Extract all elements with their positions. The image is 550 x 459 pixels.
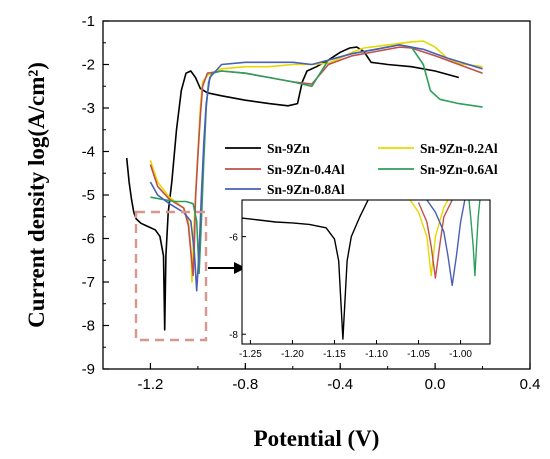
main-series-group — [125, 40, 483, 331]
y-axis-title: Current density log(A/cm²) — [24, 62, 49, 328]
x-tick-label: 0.0 — [425, 376, 446, 393]
inset-y-tick-label: -6 — [229, 233, 238, 244]
zoom-arrow-head — [234, 262, 246, 274]
inset-series-line-sn-9zn — [242, 200, 369, 340]
inset-x-tick-label: -1.15 — [323, 349, 346, 360]
series-line-sn-9zn — [125, 46, 460, 331]
y-tick-label: -6 — [82, 231, 95, 248]
inset-x-tick-label: -1.05 — [407, 349, 430, 360]
y-tick-label: -7 — [82, 274, 95, 291]
y-tick-label: -1 — [82, 13, 95, 30]
series-line-sn-9zn-0-8al — [149, 44, 483, 292]
zoom-highlight-box — [134, 210, 208, 342]
inset-x-tick-label: -1.25 — [239, 349, 262, 360]
inset-x-tick-label: -1.00 — [449, 349, 472, 360]
x-axis-title: Potential (V) — [254, 426, 380, 451]
y-tick-label: -9 — [82, 361, 95, 378]
legend-label-sn-9zn-0-4al: Sn-9Zn-0.4Al — [267, 162, 345, 177]
x-tick-label: -0.8 — [232, 376, 258, 393]
inset-series-line-sn-9zn-0-4al — [417, 200, 453, 279]
y-tick-label: -5 — [82, 187, 95, 204]
x-tick-label: -0.4 — [327, 376, 353, 393]
y-tick-label: -8 — [82, 318, 95, 335]
inset-series-group — [242, 200, 481, 340]
x-tick-label: -1.2 — [138, 376, 164, 393]
inset-series-line-sn-9zn-0-6al — [468, 200, 481, 277]
legend-label-sn-9zn: Sn-9Zn — [267, 141, 310, 156]
inset-y-tick-label: -8 — [229, 330, 238, 341]
inset-x-tick-label: -1.20 — [281, 349, 304, 360]
inset-x-tick-label: -1.10 — [365, 349, 388, 360]
legend-label-sn-9zn-0-2al: Sn-9Zn-0.2Al — [420, 141, 498, 156]
x-tick-label: 0.4 — [520, 376, 541, 393]
inset-frame — [241, 199, 491, 345]
y-tick-label: -3 — [82, 100, 95, 117]
inset-background — [242, 200, 490, 344]
inset-series-line-sn-9zn-0-2al — [409, 200, 449, 277]
legend-label-sn-9zn-0-6al: Sn-9Zn-0.6Al — [420, 162, 498, 177]
inset-series-line-sn-9zn-0-8al — [426, 200, 466, 287]
y-tick-label: -4 — [82, 144, 95, 161]
legend-label-sn-9zn-0-8al: Sn-9Zn-0.8Al — [267, 182, 345, 197]
series-line-sn-9zn-0-6al — [150, 44, 483, 275]
y-tick-label: -2 — [82, 57, 95, 74]
